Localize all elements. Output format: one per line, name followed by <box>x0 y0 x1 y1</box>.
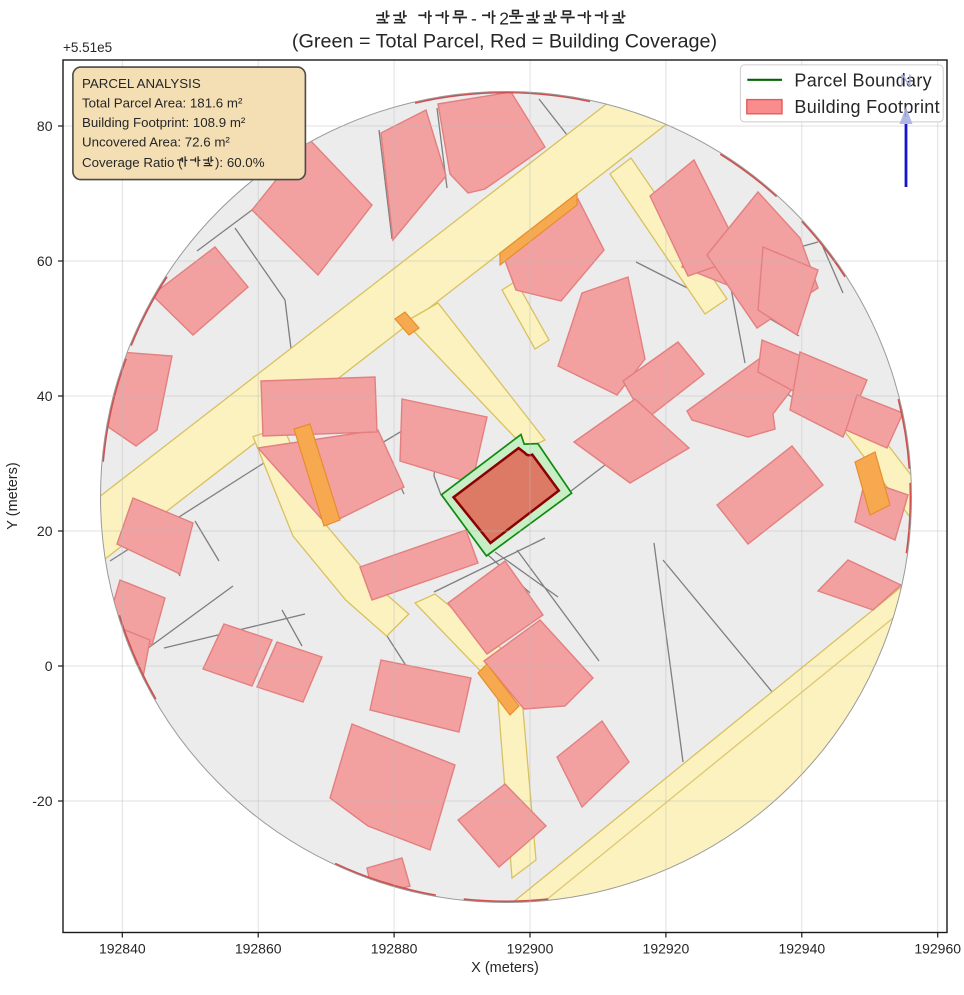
svg-text:192920: 192920 <box>643 941 690 957</box>
svg-text:-: - <box>471 8 477 28</box>
svg-text:192940: 192940 <box>778 941 825 957</box>
svg-text:192840: 192840 <box>99 941 146 957</box>
svg-text:Building Footprint: Building Footprint <box>794 97 939 117</box>
svg-text:X (meters): X (meters) <box>471 960 539 976</box>
svg-text:60: 60 <box>37 253 53 269</box>
svg-text:N: N <box>900 72 912 90</box>
svg-text:Parcel Boundary: Parcel Boundary <box>794 71 932 91</box>
svg-text:-20: -20 <box>32 793 52 809</box>
svg-text:20: 20 <box>37 523 53 539</box>
svg-text:192880: 192880 <box>371 941 418 957</box>
svg-text:Total Parcel Area: 181.6 m²: Total Parcel Area: 181.6 m² <box>82 96 243 111</box>
svg-text:40: 40 <box>37 388 53 404</box>
svg-text:+5.51e5: +5.51e5 <box>63 40 112 55</box>
svg-text:Building Footprint: 108.9 m²: Building Footprint: 108.9 m² <box>82 115 246 130</box>
svg-text:Uncovered Area: 72.6 m²: Uncovered Area: 72.6 m² <box>82 134 230 149</box>
svg-text:192860: 192860 <box>235 941 282 957</box>
svg-text:0: 0 <box>45 658 53 674</box>
svg-text:(Green = Total Parcel, Red = B: (Green = Total Parcel, Red = Building Co… <box>292 31 717 53</box>
svg-text:): 60.0%: ): 60.0% <box>215 155 265 170</box>
svg-text:PARCEL ANALYSIS: PARCEL ANALYSIS <box>82 76 201 91</box>
svg-text:80: 80 <box>37 118 53 134</box>
svg-text:2: 2 <box>499 8 509 28</box>
svg-text:Y (meters): Y (meters) <box>5 462 21 529</box>
svg-text:192900: 192900 <box>507 941 554 957</box>
svg-text:Coverage Ratio (: Coverage Ratio ( <box>82 155 183 170</box>
svg-text:192960: 192960 <box>914 941 961 957</box>
